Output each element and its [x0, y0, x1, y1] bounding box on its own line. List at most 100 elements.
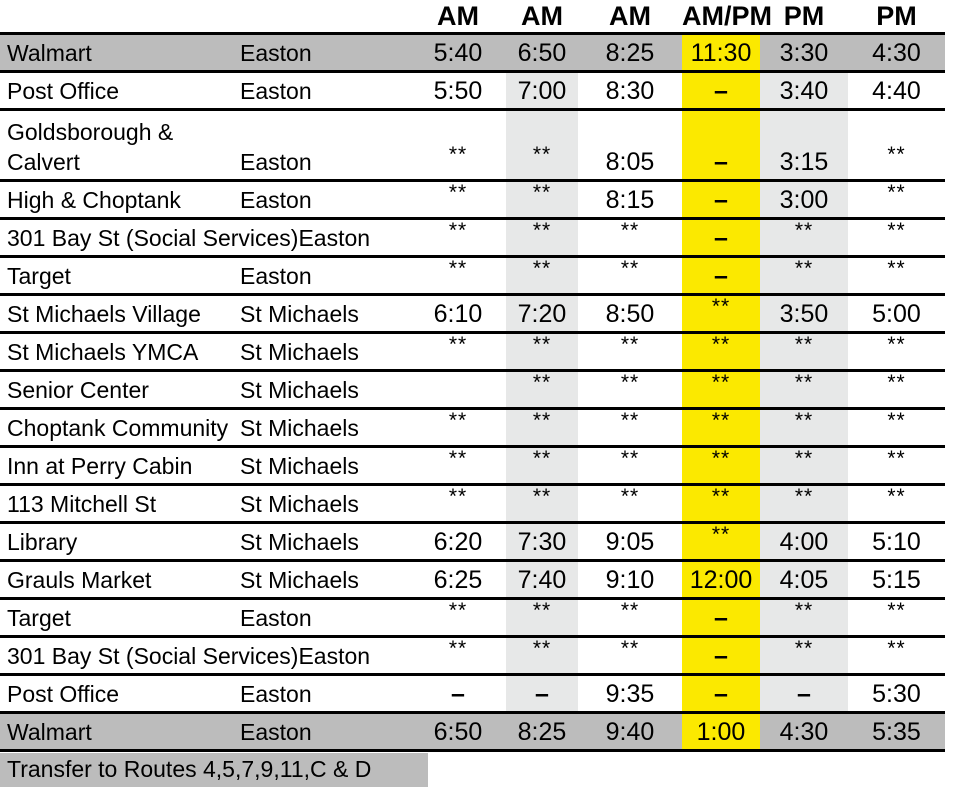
table-row: Choptank Community St Michaels ** ** ** ** ** *… [0, 409, 945, 448]
time-cell: 5:00 [872, 300, 921, 328]
time-cell: ** [620, 371, 640, 394]
table-row: Post Office Easton 5:50 7:00 8:30–3:40 4:40 [0, 73, 945, 111]
time-cell: 8:50 [605, 300, 655, 328]
stop-name: Post Office [7, 681, 120, 707]
time-cell: 7:30 [506, 524, 578, 559]
time-cell: 12:00 [682, 562, 760, 597]
stop-name: Target [7, 605, 71, 631]
time-cell: ** [506, 485, 578, 521]
time-cell: ** [887, 257, 906, 280]
time-cell: 8:25 [517, 718, 567, 746]
time-cell: ** [760, 409, 848, 445]
time-cell: – [682, 220, 760, 255]
time-cell: 8:30 [605, 77, 655, 105]
stop-name: St Michaels Village [7, 301, 201, 327]
time-cell: – [451, 680, 465, 708]
town-name: St Michaels [240, 301, 359, 327]
time-cell: 11:30 [682, 35, 760, 70]
table-row: 113 Mitchell St St Michaels ** ** ** ** ** ** [0, 485, 945, 524]
town-name: St Michaels [240, 453, 359, 479]
time-cell: ** [682, 409, 760, 445]
time-cell: – [506, 676, 578, 711]
time-cell: 3:40 [760, 73, 848, 108]
time-cell: 5:50 [433, 77, 483, 105]
column-header-am-3: AM [609, 1, 651, 31]
stop-name: Library [7, 529, 78, 555]
time-cell: 4:00 [760, 524, 848, 559]
table-row: Target Easton ** ** ** – ** ** [0, 257, 945, 296]
time-cell: ** [887, 371, 906, 394]
town-name: Easton [240, 719, 312, 745]
time-cell: ** [887, 485, 906, 508]
time-cell: ** [448, 637, 468, 660]
table-row: 301 Bay St (Social Services) Easton ** ** **… [0, 637, 945, 676]
time-cell: ** [620, 219, 640, 242]
time-cell: ** [620, 409, 640, 432]
town-name: Easton [240, 40, 312, 66]
stop-name: Choptank Community [7, 415, 229, 441]
time-cell: ** [448, 257, 468, 280]
table-row: Walmart Easton 6:50 8:25 9:40 1:00 4:30 5:35 [0, 714, 945, 752]
column-header-am-1: AM [437, 1, 479, 31]
time-cell: ** [682, 295, 760, 331]
time-cell: – [682, 600, 760, 635]
column-header-am-2: AM [521, 1, 563, 31]
town-name: St Michaels [240, 415, 359, 441]
time-cell: ** [448, 143, 468, 166]
time-cell: 4:30 [779, 718, 829, 746]
stop-name: 301 Bay St (Social Services) [7, 643, 299, 669]
stop-name: Goldsborough & Calvert [7, 119, 174, 175]
column-header-pm-1: PM [783, 1, 825, 31]
time-cell: ** [887, 599, 906, 622]
time-cell: 5:30 [872, 680, 921, 708]
time-cell: 6:50 [517, 39, 567, 67]
table-row: Senior Center St Michaels ** ** ** ** ** [0, 371, 945, 410]
table-row: Library St Michaels 6:20 7:30 9:05 ** 4:00 5:10 [0, 523, 945, 562]
time-cell: 9:10 [605, 566, 655, 594]
stop-name: Grauls Market [7, 567, 152, 593]
time-cell: ** [620, 637, 640, 660]
time-cell: ** [506, 257, 578, 293]
town-name: St Michaels [240, 377, 359, 403]
time-cell: – [760, 676, 848, 711]
time-cell: ** [760, 485, 848, 521]
table-row: Goldsborough & Calvert Easton ** ** 8:05–3:1… [0, 111, 945, 182]
time-cell: ** [682, 485, 760, 521]
time-cell: ** [506, 371, 578, 407]
schedule-header-row: AM AM AM AM/PM PM PM [0, 1, 945, 35]
stop-name: 301 Bay St (Social Services) [7, 225, 299, 251]
town-name: Easton [240, 78, 312, 104]
time-cell: 4:05 [760, 562, 848, 597]
time-cell: 6:25 [433, 566, 483, 594]
stop-name: Walmart [7, 719, 92, 745]
schedule-table: AM AM AM AM/PM PM PM Walmart Easton 5:40 6:… [0, 1, 945, 752]
time-cell: 9:40 [605, 718, 655, 746]
time-cell: ** [760, 637, 848, 673]
time-cell: – [682, 73, 760, 108]
time-cell: 7:00 [506, 73, 578, 108]
time-cell: ** [760, 447, 848, 483]
time-cell: ** [887, 181, 906, 204]
time-cell: ** [506, 409, 578, 445]
column-header-am-pm: AM/PM [682, 1, 772, 31]
time-cell: ** [682, 523, 760, 559]
time-cell: 6:20 [433, 528, 483, 556]
time-cell: 3:00 [760, 182, 848, 217]
time-cell: ** [448, 409, 468, 432]
time-cell: ** [620, 485, 640, 508]
stop-name: St Michaels YMCA [7, 339, 199, 365]
town-name: Easton [298, 225, 371, 251]
time-cell: 5:40 [433, 39, 483, 67]
town-name: Easton [240, 681, 312, 707]
time-cell: ** [506, 637, 578, 673]
time-cell: ** [887, 219, 906, 242]
time-cell: 4:40 [872, 77, 921, 105]
time-cell: ** [887, 637, 906, 660]
table-row: Grauls Market St Michaels 6:25 7:40 9:10 12:0… [0, 562, 945, 600]
time-cell: – [682, 638, 760, 673]
time-cell: ** [506, 333, 578, 369]
time-cell: ** [506, 181, 578, 217]
time-cell: ** [887, 409, 906, 432]
time-cell: ** [448, 447, 468, 470]
time-cell: 3:30 [779, 39, 829, 67]
